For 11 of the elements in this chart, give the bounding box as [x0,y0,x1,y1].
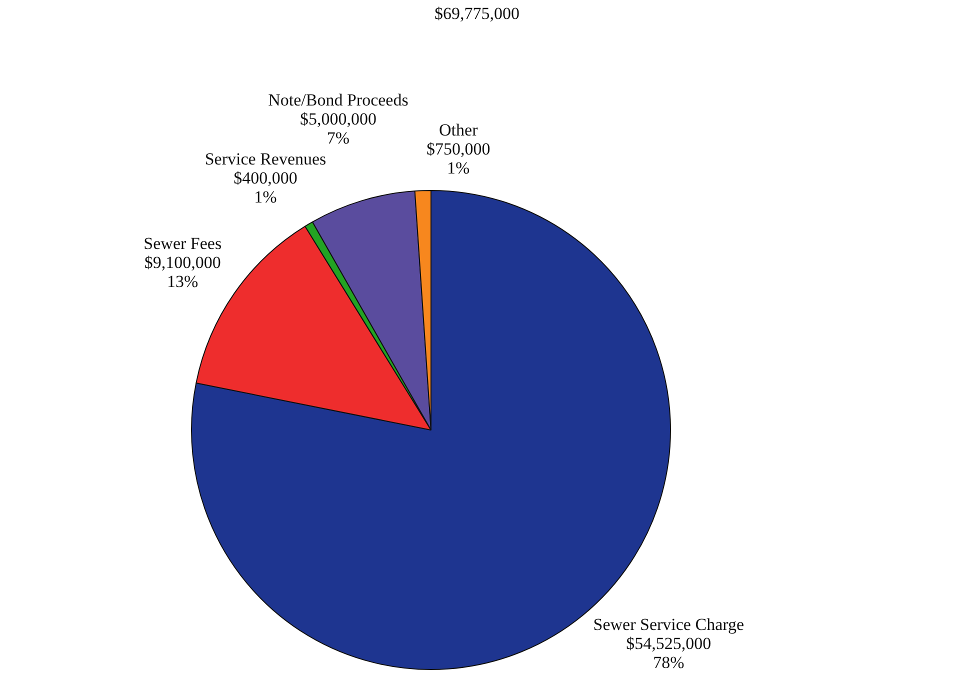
data-label: $5,000,000 7% [300,109,376,148]
data-label: $750,000 1% [426,140,490,178]
data-label: $400,000 1% [234,168,298,206]
slice-label: Sewer Fees [144,234,222,253]
data-label: $54,525,000 78% [626,634,712,672]
data-label: $9,100,000 13% [144,252,221,291]
slice-label: Other [439,120,478,140]
slice-label: Service Revenues [204,149,326,168]
chart-title: $69,775,000 [434,4,520,23]
slice-label: Sewer Service Charge [593,614,744,634]
slice-label: Note/Bond Proceeds [268,90,408,110]
